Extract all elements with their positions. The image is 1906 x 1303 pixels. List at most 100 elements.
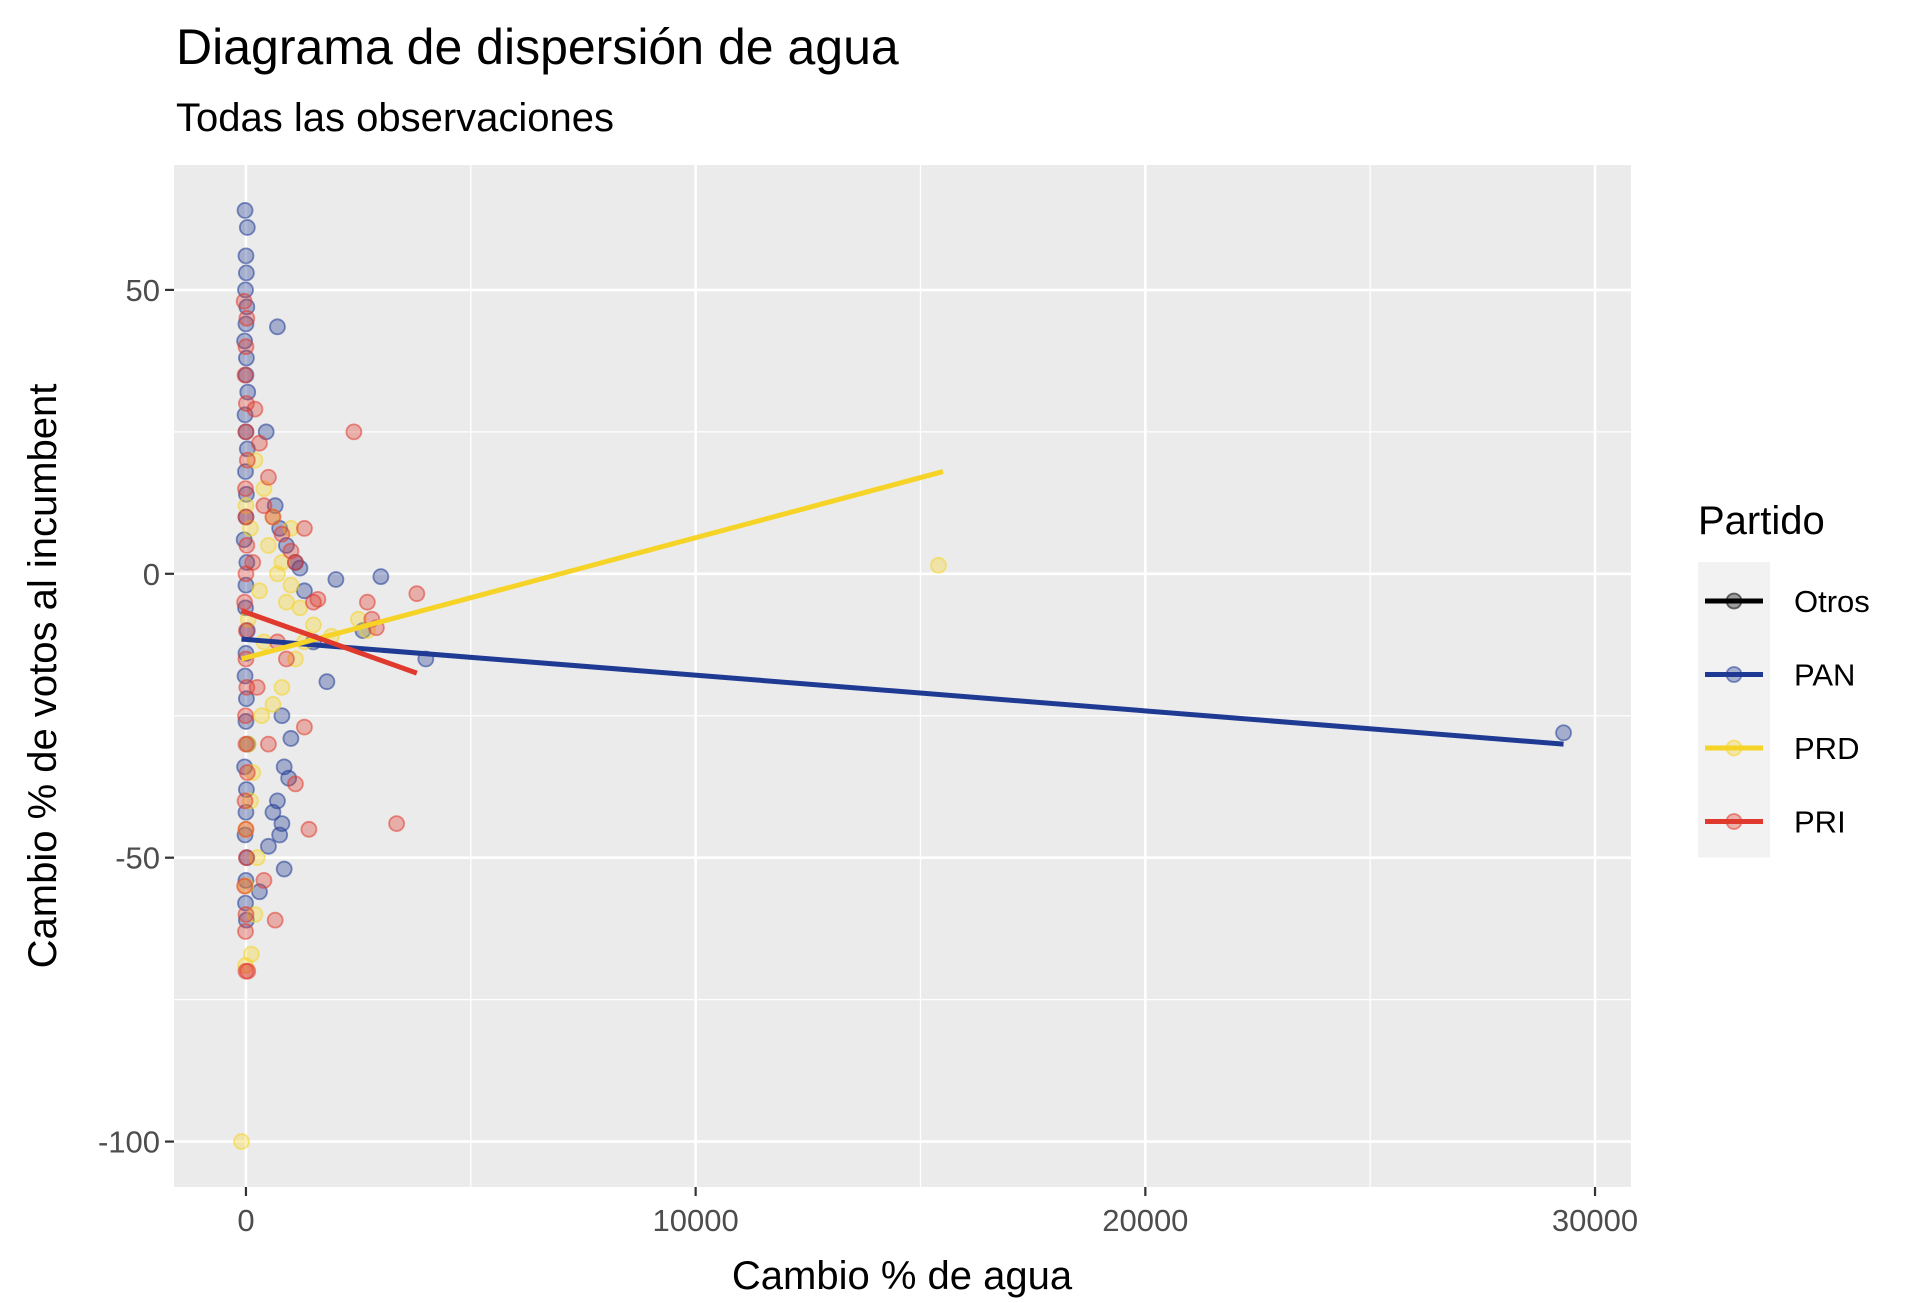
point-prd (282, 519, 300, 537)
point-prd (930, 556, 947, 574)
point-pri (238, 395, 255, 412)
point-pri (236, 366, 254, 384)
point-pri (264, 508, 282, 526)
point-pri (237, 480, 254, 498)
fit-line-pan (241, 636, 1564, 747)
point-pan (318, 673, 336, 691)
legend-title: Partido (1698, 499, 1825, 543)
point-pri (273, 525, 291, 543)
point-pri (260, 735, 277, 753)
point-pri (246, 400, 264, 418)
point-pri (244, 554, 262, 571)
legend-key-point (1725, 592, 1743, 610)
x-tick-label: 20000 (1102, 1203, 1188, 1238)
point-prd (305, 616, 322, 634)
point-pan (1555, 724, 1572, 742)
point-pan (237, 247, 255, 265)
point-pri (237, 338, 255, 356)
legend-key-point (1725, 813, 1743, 830)
point-pan (271, 826, 289, 844)
point-pri (345, 423, 363, 441)
point-pri (235, 292, 253, 310)
point-pan (238, 219, 256, 236)
minor-gridlines (174, 165, 1631, 1187)
point-pri (388, 815, 405, 833)
point-pri (237, 508, 255, 526)
point-pan (264, 803, 282, 821)
point-pri (300, 820, 318, 838)
point-pan (282, 730, 300, 747)
point-prd (244, 764, 262, 781)
point-prd (260, 537, 277, 554)
x-axis-title: Cambio % de agua (732, 1254, 1073, 1298)
point-pan (237, 713, 255, 730)
point-pri (238, 764, 256, 781)
point-prd (237, 497, 255, 515)
point-pri (266, 911, 284, 929)
point-pri (255, 872, 273, 889)
x-tick-label: 10000 (653, 1203, 739, 1238)
legend-label: PAN (1794, 658, 1855, 693)
point-pri (237, 423, 255, 441)
point-pri (237, 906, 255, 923)
point-pri (238, 849, 255, 867)
point-pri (238, 451, 256, 469)
x-tick-label: 30000 (1552, 1203, 1638, 1238)
point-pri (236, 593, 254, 611)
point-pri (238, 537, 256, 554)
x-axis: 0 10000 20000 30000 (237, 1187, 1638, 1238)
point-pri (238, 622, 255, 639)
point-pri (237, 735, 255, 753)
point-pan (236, 826, 254, 844)
point-prd (273, 678, 291, 696)
major-gridlines (174, 165, 1631, 1187)
legend-key-point (1725, 666, 1743, 683)
point-pri (237, 820, 255, 838)
point-pri (287, 775, 304, 793)
point-prd (273, 554, 291, 571)
point-pri (251, 434, 268, 452)
legend-items: Otros PAN PRD PRI (1698, 562, 1870, 858)
y-axis-title: Cambio % de votos al incumbent (21, 384, 65, 969)
fit-lines (240, 469, 1564, 747)
point-pri (239, 962, 257, 980)
point-pri (237, 923, 254, 940)
legend-label: PRD (1794, 731, 1859, 766)
chart-title: Diagrama de dispersión de agua (176, 19, 899, 75)
point-prd (251, 582, 268, 600)
point-prd (282, 576, 300, 594)
point-prd (253, 707, 271, 725)
legend-label: Otros (1794, 584, 1870, 619)
point-pri (255, 497, 273, 515)
point-prd (233, 1133, 250, 1150)
point-pri (236, 792, 254, 810)
point-prd (264, 695, 282, 713)
y-tick-label: 0 (143, 557, 160, 592)
point-pan (237, 315, 255, 333)
fit-line-pri (240, 608, 418, 676)
legend: Partido Otros PAN PRD PRI (1698, 499, 1870, 858)
point-pri (305, 593, 322, 611)
point-pan (236, 202, 254, 219)
point-pri (296, 718, 313, 736)
point-pri (238, 309, 256, 327)
chart-subtitle: Todas las observaciones (176, 96, 614, 140)
point-prd (287, 650, 304, 668)
point-pan (238, 264, 255, 282)
point-pan (327, 571, 345, 588)
point-pri (287, 554, 304, 571)
point-pan (372, 568, 390, 586)
point-pri (358, 593, 376, 611)
point-pri (278, 650, 295, 668)
point-pri (260, 468, 277, 486)
y-tick-label: -50 (115, 841, 160, 876)
fit-line-prd (240, 469, 944, 662)
point-pri (236, 877, 254, 895)
point-pan (260, 837, 277, 855)
point-pri (408, 585, 426, 603)
y-axis: 50 0 -50 -100 (98, 273, 174, 1160)
point-prd (242, 792, 259, 810)
y-tick-label: -100 (98, 1125, 160, 1160)
x-tick-label: 0 (237, 1203, 254, 1238)
